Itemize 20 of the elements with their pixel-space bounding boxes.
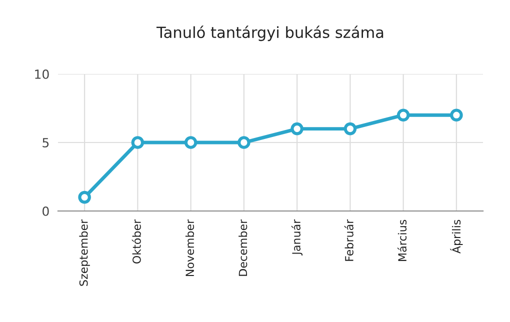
x-tick-label: Április: [450, 220, 463, 254]
x-tick-label: November: [185, 219, 194, 276]
x-tick-label: December: [238, 219, 248, 276]
y-tick-label: 0: [42, 206, 49, 216]
x-tick-label: Február: [344, 219, 354, 261]
point: [290, 122, 304, 136]
x-tick-label: Március: [397, 220, 407, 261]
point: [344, 122, 357, 136]
point: [396, 108, 410, 122]
chart-title: Tanuló tantárgyi bukás száma: [156, 26, 384, 42]
y-tick-label: 10: [35, 69, 49, 79]
point: [78, 190, 91, 204]
point: [131, 136, 144, 149]
x-tick-label: Január: [291, 219, 303, 256]
point: [450, 108, 463, 122]
point: [184, 136, 198, 149]
y-tick-label: 5: [42, 138, 49, 148]
x-tick-label: Szeptember: [79, 219, 90, 286]
x-tick-label: Október: [132, 219, 141, 264]
point: [238, 136, 250, 149]
